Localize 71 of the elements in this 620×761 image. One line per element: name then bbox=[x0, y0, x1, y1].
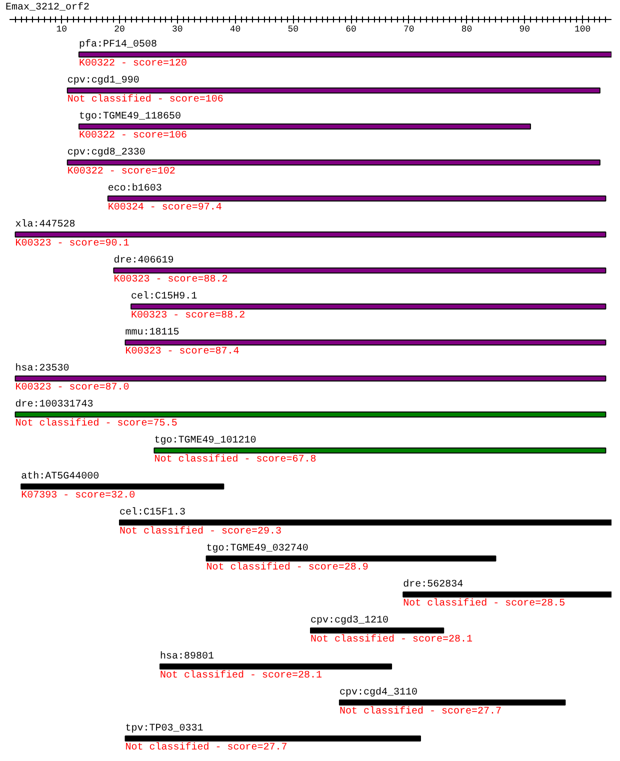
bar bbox=[14, 375, 606, 382]
y-tick-label: tgo:TGME49_118650 bbox=[78, 112, 181, 122]
y-tick-label: dre:100331743 bbox=[15, 398, 94, 410]
x-tick-label: 90 bbox=[519, 24, 530, 34]
y-tick-label: tpv:TP03_0331 bbox=[125, 724, 204, 734]
bar bbox=[14, 231, 606, 238]
y-tick-label: xla:447528 bbox=[15, 218, 76, 230]
y-tick-label: eco:b1603 bbox=[108, 182, 162, 194]
y-tick-label: tgo:TGME49_032740 bbox=[206, 544, 308, 554]
y-tick-label: tgo:TGME49_101210 bbox=[154, 436, 256, 446]
annotation: K07393 - score=32.0 bbox=[21, 490, 136, 502]
annotation: K00323 - score=87.4 bbox=[125, 346, 240, 358]
x-tick-label: 100 bbox=[574, 24, 591, 34]
bar bbox=[130, 303, 606, 310]
annotation: Not classified - score=67.8 bbox=[154, 454, 316, 466]
bar bbox=[66, 159, 600, 166]
annotation: Not classified - score=28.9 bbox=[206, 562, 368, 574]
y-tick-label: mmu:18115 bbox=[125, 328, 180, 338]
bar bbox=[78, 51, 612, 58]
bar bbox=[78, 123, 531, 130]
annotation: K00324 - score=97.4 bbox=[108, 202, 222, 214]
bar bbox=[113, 267, 606, 274]
y-tick-label: cpv:cgd1_990 bbox=[67, 74, 140, 86]
bar bbox=[66, 87, 600, 94]
annotation: Not classified - score=29.3 bbox=[119, 526, 282, 538]
y-tick-label: cpv:cgd4_3110 bbox=[339, 686, 418, 698]
x-tick-label: 10 bbox=[56, 24, 68, 34]
y-tick-label: dre:406619 bbox=[114, 254, 174, 266]
annotation: K00323 - score=88.2 bbox=[114, 274, 228, 286]
x-tick-label: 80 bbox=[461, 24, 472, 34]
x-tick-label: 70 bbox=[404, 24, 414, 34]
bar bbox=[20, 483, 224, 490]
annotation: K00322 - score=102 bbox=[67, 166, 176, 178]
y-tick-label: ath:AT5G44000 bbox=[21, 470, 100, 482]
bar bbox=[14, 411, 606, 418]
x-tick-label: 20 bbox=[114, 24, 125, 34]
bar bbox=[118, 519, 612, 526]
y-tick-label: hsa:23530 bbox=[15, 362, 70, 374]
annotation: Not classified - score=27.7 bbox=[339, 706, 502, 718]
annotation: Not classified - score=28.1 bbox=[310, 634, 473, 646]
y-tick-label: cpv:cgd8_2330 bbox=[67, 146, 146, 158]
x-tick-label: 40 bbox=[230, 24, 241, 34]
bar bbox=[206, 555, 496, 562]
chart-title: Emax_3212_orf2 bbox=[6, 2, 90, 14]
x-tick-label: 60 bbox=[346, 24, 356, 34]
annotation: Not classified - score=27.7 bbox=[125, 742, 288, 754]
bar bbox=[154, 447, 606, 454]
annotation: Not classified - score=28.5 bbox=[403, 598, 566, 610]
y-tick-label: cel:C15F1.3 bbox=[119, 506, 186, 518]
bar bbox=[124, 735, 421, 742]
bar bbox=[160, 663, 392, 670]
annotation: Not classified - score=75.5 bbox=[15, 418, 178, 430]
bar bbox=[338, 699, 566, 706]
bar bbox=[124, 339, 606, 346]
y-tick-label: hsa:89801 bbox=[160, 650, 214, 662]
annotation: Not classified - score=106 bbox=[67, 94, 224, 106]
annotation: K00323 - score=90.1 bbox=[15, 238, 130, 250]
annotation: K00323 - score=87.0 bbox=[15, 382, 130, 394]
annotation: K00323 - score=88.2 bbox=[131, 310, 246, 322]
y-tick-label: cel:C15H9.1 bbox=[131, 290, 198, 302]
annotation: K00322 - score=120 bbox=[78, 58, 187, 70]
y-tick-label: pfa:PF14_0508 bbox=[78, 38, 157, 50]
x-tick-label: 50 bbox=[288, 24, 299, 34]
bar bbox=[107, 195, 606, 202]
annotation: K00322 - score=106 bbox=[78, 130, 187, 142]
y-tick-label: cpv:cgd3_1210 bbox=[310, 614, 389, 626]
bar bbox=[402, 591, 612, 598]
bar bbox=[310, 627, 444, 634]
x-tick-label: 30 bbox=[172, 24, 183, 34]
y-tick-label: dre:562834 bbox=[403, 578, 464, 590]
annotation: Not classified - score=28.1 bbox=[160, 670, 322, 682]
